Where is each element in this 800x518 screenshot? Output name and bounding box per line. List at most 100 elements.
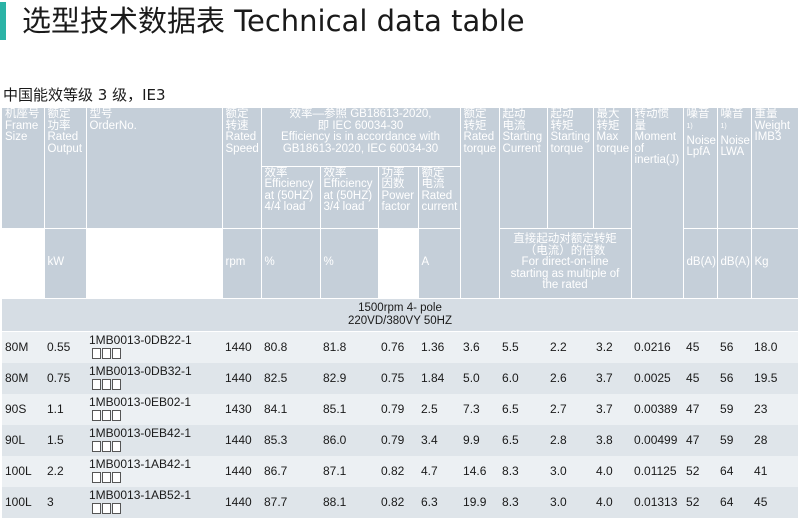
option-code-box <box>92 409 101 421</box>
cell-speed: 1440 <box>222 424 261 456</box>
cell-lwa: 64 <box>717 455 752 487</box>
cell-pf: 0.79 <box>378 393 418 425</box>
option-code-boxes <box>92 471 122 486</box>
cell-frame: 80M <box>2 331 44 363</box>
cell-output: 2.2 <box>44 455 86 487</box>
option-code-box <box>112 347 121 359</box>
cell-torque: 5.0 <box>460 362 500 394</box>
option-code-box <box>102 440 111 452</box>
cell-frame: 90S <box>2 393 44 425</box>
efficiency-class-subtitle: 中国能效等级 3 级，IE3 <box>3 86 166 104</box>
cell-pf: 0.79 <box>378 424 418 456</box>
cell-frame: 100L <box>2 486 44 518</box>
header-noise-lwa: 噪音1) Noise LWA <box>717 108 752 229</box>
header-starting-torque: 起动 转矩 Starting torque <box>547 108 594 229</box>
cell-eff44: 84.1 <box>261 393 320 425</box>
cell-start-torque: 2.2 <box>547 331 594 363</box>
cell-current: 2.5 <box>418 393 461 425</box>
cell-lwa: 56 <box>717 331 752 363</box>
cell-eff34: 85.1 <box>320 393 378 425</box>
option-code-box <box>92 502 101 514</box>
cell-speed: 1430 <box>222 393 261 425</box>
cell-pf: 0.82 <box>378 455 418 487</box>
cell-lpfa: 45 <box>683 362 718 394</box>
option-code-box <box>112 440 121 452</box>
header-starting-current: 起动 电流 Starting Current <box>499 108 548 229</box>
cell-start-torque: 2.8 <box>547 424 594 456</box>
unit-output: kW <box>44 228 87 299</box>
cell-lpfa: 52 <box>683 455 718 487</box>
cell-order: 1MB0013-0DB32-1 <box>86 362 222 394</box>
header-output: 额定 功率 Rated Output <box>44 108 87 229</box>
cell-output: 3 <box>44 486 86 518</box>
cell-inertia: 0.01313 <box>631 486 684 518</box>
cell-inertia: 0.00389 <box>631 393 684 425</box>
table-row: 90L 1.5 1MB0013-0EB42-1 1440 85.3 86.0 0.79 3.4… <box>2 424 799 456</box>
cell-max-torque: 3.2 <box>593 331 632 363</box>
cell-frame: 100L <box>2 455 44 487</box>
cell-start-current: 6.5 <box>499 424 548 456</box>
cell-start-torque: 3.0 <box>547 455 594 487</box>
header-rated-current: 额定 电流 Rated current <box>418 166 461 229</box>
cell-inertia: 0.0216 <box>631 331 684 363</box>
cell-frame: 90L <box>2 424 44 456</box>
table-body: 80M 0.55 1MB0013-0DB22-1 1440 80.8 81.8 0.76 1.… <box>2 331 799 518</box>
cell-torque: 14.6 <box>460 455 500 487</box>
option-code-boxes <box>92 347 122 362</box>
cell-pf: 0.82 <box>378 486 418 518</box>
cell-lpfa: 52 <box>683 486 718 518</box>
header-weight: 重量 Weight IMB3 <box>751 108 799 229</box>
cell-speed: 1440 <box>222 486 261 518</box>
cell-eff34: 82.9 <box>320 362 378 394</box>
cell-order: 1MB0013-1AB42-1 <box>86 455 222 487</box>
cell-max-torque: 3.8 <box>593 424 632 456</box>
cell-lwa: 59 <box>717 424 752 456</box>
cell-torque: 7.3 <box>460 393 500 425</box>
unit-current: A <box>418 228 461 299</box>
option-code-box <box>112 378 121 390</box>
cell-order: 1MB0013-0EB42-1 <box>86 424 222 456</box>
cell-eff34: 87.1 <box>320 455 378 487</box>
cell-max-torque: 3.7 <box>593 362 632 394</box>
cell-pf: 0.76 <box>378 331 418 363</box>
cell-output: 1.1 <box>44 393 86 425</box>
cell-eff44: 87.7 <box>261 486 320 518</box>
cell-eff34: 81.8 <box>320 331 378 363</box>
table-row: 90S 1.1 1MB0013-0EB02-1 1430 84.1 85.1 0.79 2.5… <box>2 393 799 425</box>
option-code-box <box>102 378 111 390</box>
cell-current: 3.4 <box>418 424 461 456</box>
technical-data-table: 机座号 Frame Size 额定 功率 Rated Output 型号 OrderNo. … <box>2 108 799 518</box>
cell-speed: 1440 <box>222 362 261 394</box>
option-code-boxes <box>92 502 122 517</box>
cell-lpfa: 45 <box>683 331 718 363</box>
cell-torque: 9.9 <box>460 424 500 456</box>
option-code-box <box>92 378 101 390</box>
cell-eff34: 88.1 <box>320 486 378 518</box>
cell-eff44: 82.5 <box>261 362 320 394</box>
cell-order: 1MB0013-0DB22-1 <box>86 331 222 363</box>
option-code-box <box>102 471 111 483</box>
cell-lpfa: 47 <box>683 424 718 456</box>
table-header: 机座号 Frame Size 额定 功率 Rated Output 型号 OrderNo. … <box>2 108 799 299</box>
cell-start-current: 8.3 <box>499 486 548 518</box>
cell-lwa: 59 <box>717 393 752 425</box>
cell-torque: 19.9 <box>460 486 500 518</box>
header-power-factor: 功率 因数 Power factor <box>378 166 419 229</box>
option-code-box <box>112 471 121 483</box>
cell-lwa: 64 <box>717 486 752 518</box>
header-efficiency-group: 效率—参照 GB18613-2020, 即 IEC 60034-30 Efficie… <box>261 108 461 167</box>
cell-max-torque: 4.0 <box>593 486 632 518</box>
option-code-box <box>112 409 121 421</box>
cell-start-current: 6.5 <box>499 393 548 425</box>
cell-lpfa: 47 <box>683 393 718 425</box>
header-noise-lpfa: 噪音1) Noise LpfA <box>683 108 718 229</box>
unit-eff-34: % <box>320 228 379 299</box>
unit-eff-44: % <box>261 228 321 299</box>
header-eff-44: 效率 Efficiency at (50HZ) 4/4 load <box>261 166 321 229</box>
option-code-boxes <box>92 409 122 424</box>
header-multiple-note: 直接起动对额定转矩 （电流）的倍数 For direct-on-line starti… <box>499 228 632 299</box>
cell-frame: 80M <box>2 362 44 394</box>
cell-max-torque: 3.7 <box>593 393 632 425</box>
option-code-box <box>102 502 111 514</box>
cell-weight: 19.5 <box>751 362 799 394</box>
